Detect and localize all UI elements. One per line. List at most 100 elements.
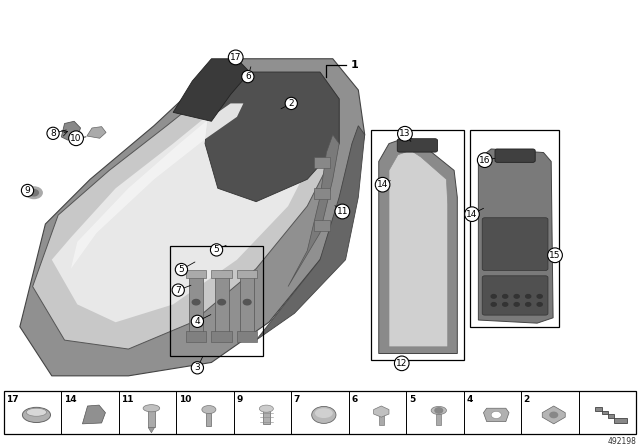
Circle shape — [514, 302, 519, 306]
Circle shape — [537, 302, 542, 306]
Polygon shape — [52, 90, 320, 322]
Polygon shape — [148, 427, 155, 433]
Polygon shape — [83, 405, 106, 424]
Text: 7: 7 — [175, 285, 181, 295]
Bar — [211, 270, 232, 278]
Polygon shape — [288, 135, 339, 287]
Circle shape — [218, 299, 225, 305]
Text: 2: 2 — [289, 99, 294, 108]
Bar — [314, 188, 330, 199]
Ellipse shape — [143, 405, 160, 412]
Circle shape — [435, 408, 443, 413]
Bar — [237, 270, 257, 278]
Ellipse shape — [431, 406, 447, 414]
Circle shape — [550, 412, 557, 418]
Polygon shape — [379, 137, 458, 353]
Text: 2: 2 — [524, 395, 530, 404]
Ellipse shape — [22, 407, 51, 422]
Text: 13: 13 — [399, 129, 411, 138]
Circle shape — [491, 411, 501, 418]
Text: 4: 4 — [195, 317, 200, 326]
Circle shape — [491, 302, 496, 306]
Text: 11: 11 — [337, 207, 348, 216]
Polygon shape — [33, 72, 339, 349]
Circle shape — [525, 302, 531, 306]
Bar — [436, 413, 442, 425]
Bar — [379, 411, 384, 425]
Polygon shape — [374, 406, 389, 417]
Text: 6: 6 — [245, 72, 251, 81]
Bar — [189, 271, 203, 333]
Text: 14: 14 — [467, 210, 477, 219]
Bar — [371, 130, 464, 360]
Text: 14: 14 — [64, 395, 77, 404]
Text: 6: 6 — [351, 395, 358, 404]
Text: 17: 17 — [230, 53, 241, 62]
Polygon shape — [61, 121, 81, 140]
Polygon shape — [205, 72, 339, 202]
Bar — [263, 411, 269, 424]
Polygon shape — [20, 59, 365, 376]
Ellipse shape — [315, 408, 333, 418]
Text: 9: 9 — [236, 395, 243, 404]
Polygon shape — [87, 127, 106, 138]
Polygon shape — [389, 151, 448, 347]
Polygon shape — [478, 149, 553, 323]
Text: 11: 11 — [122, 395, 134, 404]
Bar — [314, 157, 330, 168]
Circle shape — [525, 295, 531, 298]
Circle shape — [192, 299, 200, 305]
Circle shape — [26, 187, 42, 198]
Text: 15: 15 — [549, 251, 561, 260]
FancyBboxPatch shape — [495, 149, 535, 162]
Text: 5: 5 — [179, 265, 184, 274]
Bar — [148, 410, 155, 427]
Circle shape — [514, 295, 519, 298]
Circle shape — [29, 190, 38, 196]
FancyBboxPatch shape — [397, 139, 438, 152]
Polygon shape — [483, 408, 509, 422]
Bar — [237, 331, 257, 342]
Circle shape — [491, 295, 496, 298]
Ellipse shape — [26, 408, 47, 416]
Text: 492198: 492198 — [607, 437, 636, 446]
Text: 5: 5 — [409, 395, 415, 404]
Bar — [186, 331, 206, 342]
Bar — [470, 130, 559, 327]
Circle shape — [537, 295, 542, 298]
Ellipse shape — [259, 405, 273, 412]
Text: 10: 10 — [70, 134, 82, 143]
Polygon shape — [71, 103, 243, 269]
Text: 14: 14 — [377, 180, 388, 189]
Text: 5: 5 — [214, 246, 220, 254]
Bar — [186, 270, 206, 278]
Text: 17: 17 — [6, 395, 19, 404]
FancyBboxPatch shape — [482, 218, 548, 271]
Text: 16: 16 — [479, 155, 490, 164]
Circle shape — [502, 295, 508, 298]
Polygon shape — [595, 407, 627, 423]
Text: 1: 1 — [351, 60, 358, 70]
Text: 12: 12 — [396, 359, 408, 368]
Text: 9: 9 — [25, 186, 30, 195]
Bar — [170, 246, 262, 356]
Bar — [240, 271, 254, 333]
Polygon shape — [542, 406, 565, 424]
Bar — [206, 413, 211, 426]
Text: 8: 8 — [50, 129, 56, 138]
Circle shape — [243, 299, 251, 305]
Text: 4: 4 — [467, 395, 472, 404]
Text: 10: 10 — [179, 395, 191, 404]
Text: 7: 7 — [294, 395, 300, 404]
Ellipse shape — [312, 406, 336, 423]
FancyBboxPatch shape — [482, 276, 548, 315]
Bar — [4, 392, 636, 434]
Ellipse shape — [202, 405, 216, 414]
Circle shape — [502, 302, 508, 306]
Text: 3: 3 — [195, 363, 200, 372]
Bar — [314, 220, 330, 231]
Polygon shape — [256, 126, 365, 340]
Polygon shape — [173, 59, 250, 121]
Bar — [214, 271, 228, 333]
Bar — [211, 331, 232, 342]
